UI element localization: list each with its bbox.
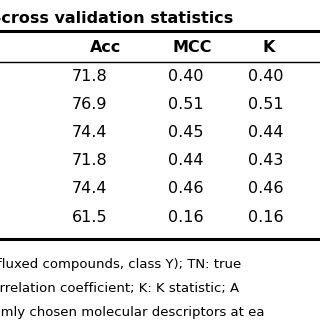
Text: 0.51: 0.51 (168, 97, 204, 112)
Text: 74.4: 74.4 (72, 125, 107, 140)
Text: 0.43: 0.43 (248, 153, 283, 168)
Text: 0.44: 0.44 (248, 125, 283, 140)
Text: K: K (263, 40, 275, 55)
Text: 76.9: 76.9 (72, 97, 107, 112)
Text: 61.5: 61.5 (72, 210, 108, 225)
Text: 0.51: 0.51 (248, 97, 284, 112)
Text: 74.4: 74.4 (72, 181, 107, 196)
Text: 71.8: 71.8 (72, 153, 108, 168)
Text: 0.46: 0.46 (248, 181, 283, 196)
Text: Acc: Acc (90, 40, 121, 55)
Text: 0.16: 0.16 (168, 210, 204, 225)
Text: 0.40: 0.40 (248, 69, 283, 84)
Text: 0.45: 0.45 (168, 125, 203, 140)
Text: 0.44: 0.44 (168, 153, 203, 168)
Text: 0.46: 0.46 (168, 181, 203, 196)
Text: effluxed compounds, class Y); TN: true: effluxed compounds, class Y); TN: true (0, 258, 241, 271)
Text: MCC: MCC (172, 40, 212, 55)
Text: 71.8: 71.8 (72, 69, 108, 84)
Text: 0.16: 0.16 (248, 210, 284, 225)
Text: 0.40: 0.40 (168, 69, 203, 84)
Text: domly chosen molecular descriptors at ea: domly chosen molecular descriptors at ea (0, 306, 265, 319)
Text: correlation coefficient; K: K statistic; A: correlation coefficient; K: K statistic;… (0, 282, 239, 295)
Text: O-cross validation statistics: O-cross validation statistics (0, 11, 233, 26)
